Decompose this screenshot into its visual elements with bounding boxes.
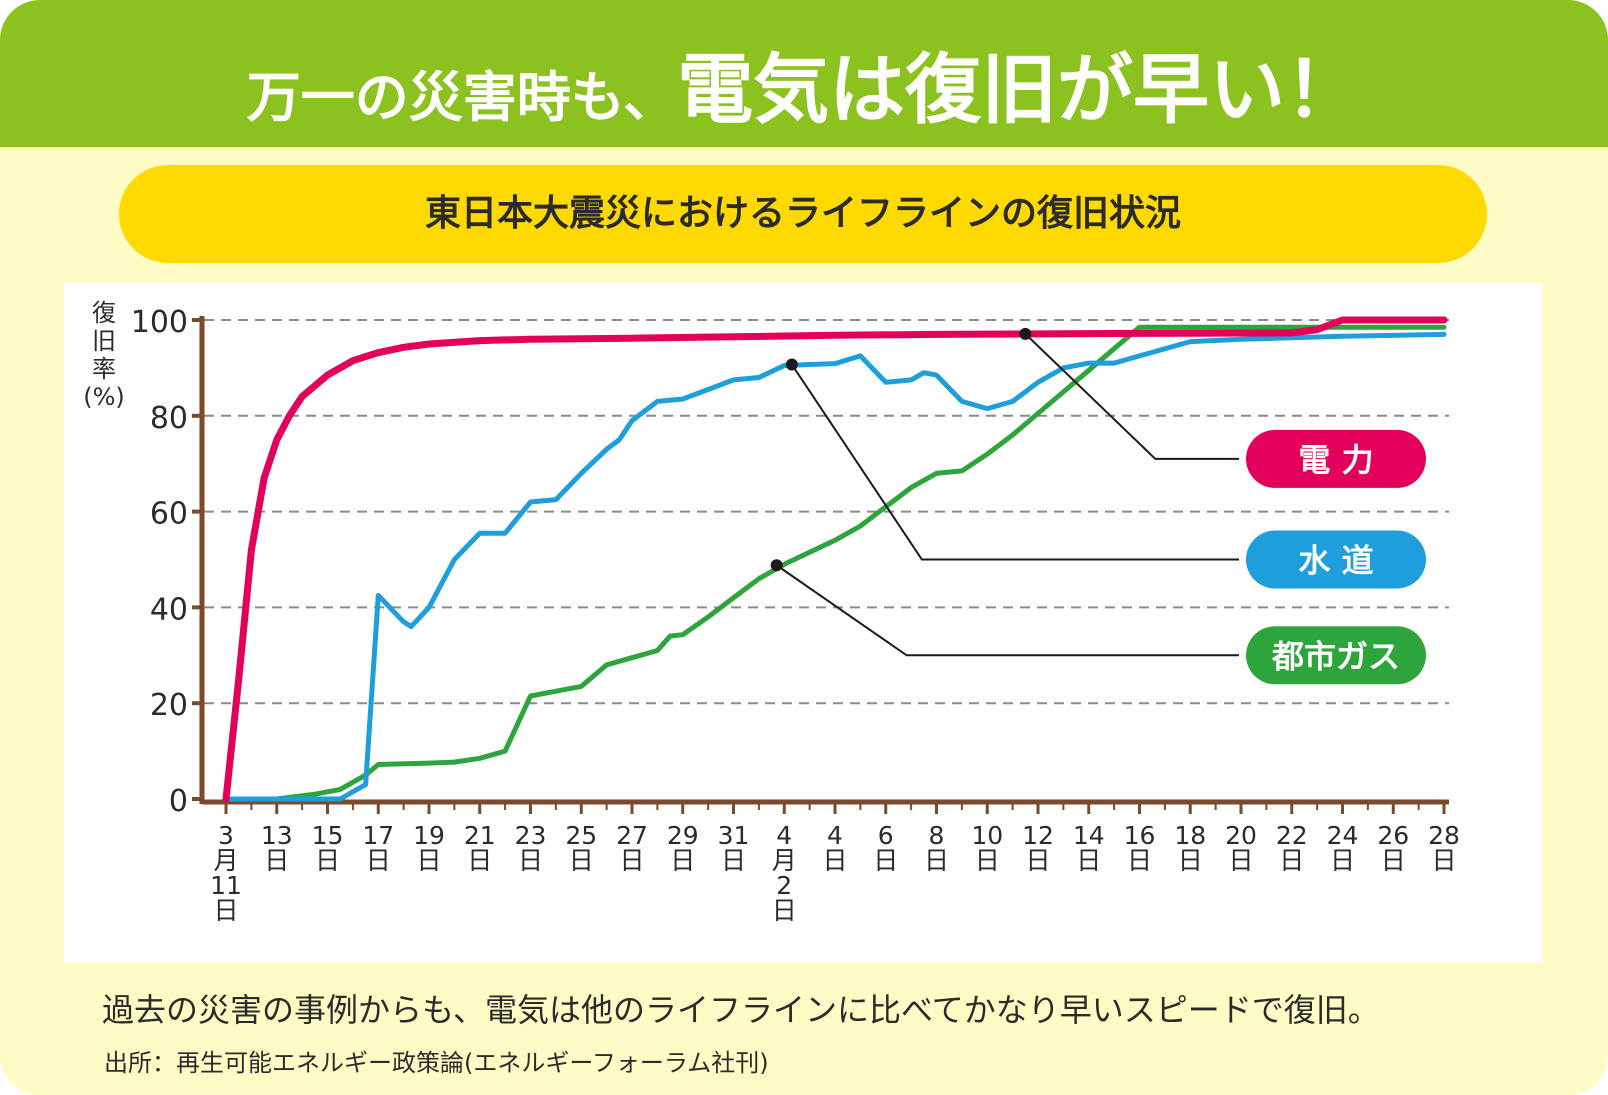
x-tick-label: 24 日 bbox=[1327, 821, 1359, 875]
y-tick-label: 60 bbox=[150, 497, 188, 532]
callout-leader bbox=[1024, 333, 1239, 460]
x-tick-label: 17 日 bbox=[362, 821, 394, 875]
subtitle-pill: 東日本大震災におけるライフラインの復旧状況 bbox=[119, 165, 1487, 263]
y-tick-label: 20 bbox=[150, 688, 188, 723]
legend-label-water: 水 道 bbox=[1298, 542, 1373, 580]
title-banner: 万一の災害時も、電気は復旧が早い！ bbox=[0, 0, 1608, 147]
x-tick-label: 28 日 bbox=[1428, 821, 1460, 875]
series-line-gas bbox=[223, 324, 1447, 802]
x-tick-label: 20 日 bbox=[1225, 821, 1257, 875]
page-title: 万一の災害時も、電気は復旧が早い！ bbox=[0, 28, 1608, 138]
x-tick-label: 22 日 bbox=[1276, 821, 1308, 875]
title-lead: 万一の災害時も、 bbox=[246, 66, 678, 129]
series-line-electric bbox=[222, 316, 1448, 803]
source-text: 出所：再生可能エネルギー政策論(エネルギーフォーラム社刊) bbox=[104, 1049, 769, 1077]
callout-dot bbox=[1019, 327, 1032, 340]
chart-panel: 0 20 40 60 80 100 復旧率 (%) 3 月 11 日 13 日 15 日 17 日 19 日 21 日 23… bbox=[64, 283, 1542, 963]
legend-pill-electric bbox=[1246, 429, 1426, 488]
title-emphasis: 電気は復旧が早い！ bbox=[677, 45, 1362, 134]
recovery-line-chart: 0 20 40 60 80 100 復旧率(%) 3 月 11 日 13 日 15 日 17 日 19 日 21 日 23… bbox=[83, 299, 1460, 925]
callout-dot bbox=[770, 559, 783, 572]
x-tick-label: 12 日 bbox=[1022, 821, 1054, 875]
x-tick-label: 29 日 bbox=[667, 821, 699, 875]
y-tick-label: 0 bbox=[169, 784, 188, 819]
legend-pill-water bbox=[1246, 530, 1426, 589]
series-line-water bbox=[223, 331, 1447, 802]
y-tick-label: 80 bbox=[150, 401, 188, 436]
chart-subtitle: 東日本大震災におけるライフラインの復旧状況 bbox=[424, 193, 1181, 234]
y-axis-label: (%) bbox=[83, 383, 125, 411]
x-tick-label: 3 月 11 日 bbox=[210, 821, 242, 925]
y-axis-label: 率 bbox=[92, 355, 116, 383]
x-tick-label: 16 日 bbox=[1124, 821, 1156, 875]
x-tick-label: 31 日 bbox=[718, 821, 750, 875]
callout-dot bbox=[785, 358, 798, 371]
y-tick-label: 40 bbox=[150, 592, 188, 627]
x-tick-label: 27 日 bbox=[616, 821, 648, 875]
x-tick-label: 10 日 bbox=[971, 821, 1003, 875]
x-tick-label: 25 日 bbox=[565, 821, 597, 875]
y-axis-label: 復 bbox=[92, 299, 116, 327]
legend-label-electric: 電 力 bbox=[1298, 441, 1373, 479]
y-axis-label: 旧 bbox=[92, 327, 116, 355]
x-tick-label: 18 日 bbox=[1174, 821, 1206, 875]
x-tick-label: 23 日 bbox=[515, 821, 547, 875]
legend-label-gas: 都市ガス bbox=[1271, 637, 1400, 675]
caption-text: 過去の災害の事例からも、電気は他のライフラインに比べてかなり早いスピードで復旧。 bbox=[102, 991, 1380, 1029]
legend-pill-gas bbox=[1246, 626, 1426, 685]
x-tick-label: 26 日 bbox=[1377, 821, 1409, 875]
x-tick-label: 15 日 bbox=[312, 821, 344, 875]
x-tick-label: 13 日 bbox=[261, 821, 293, 875]
x-tick-label: 21 日 bbox=[464, 821, 496, 875]
callout-leader bbox=[791, 363, 1239, 561]
x-tick-label: 19 日 bbox=[413, 821, 445, 875]
x-tick-label: 14 日 bbox=[1073, 821, 1105, 875]
y-tick-label: 100 bbox=[131, 305, 188, 340]
callout-leader bbox=[776, 564, 1239, 657]
